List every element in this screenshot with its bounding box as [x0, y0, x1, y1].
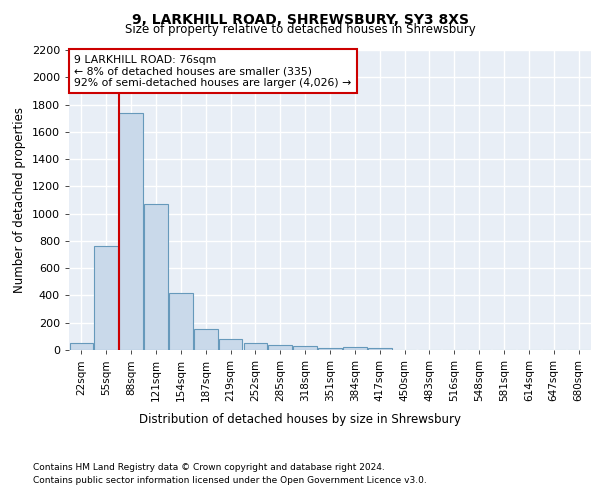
Bar	[368, 348, 392, 350]
Text: Contains public sector information licensed under the Open Government Licence v3: Contains public sector information licen…	[33, 476, 427, 485]
Bar	[94, 246, 118, 350]
Text: 9, LARKHILL ROAD, SHREWSBURY, SY3 8XS: 9, LARKHILL ROAD, SHREWSBURY, SY3 8XS	[131, 12, 469, 26]
Bar	[169, 292, 193, 350]
Bar	[318, 348, 342, 350]
Bar	[119, 112, 143, 350]
Bar	[244, 344, 267, 350]
Bar	[268, 344, 292, 350]
Text: 9 LARKHILL ROAD: 76sqm
← 8% of detached houses are smaller (335)
92% of semi-det: 9 LARKHILL ROAD: 76sqm ← 8% of detached …	[74, 54, 352, 88]
Text: Contains HM Land Registry data © Crown copyright and database right 2024.: Contains HM Land Registry data © Crown c…	[33, 464, 385, 472]
Text: Size of property relative to detached houses in Shrewsbury: Size of property relative to detached ho…	[125, 22, 475, 36]
Text: Distribution of detached houses by size in Shrewsbury: Distribution of detached houses by size …	[139, 412, 461, 426]
Bar	[219, 339, 242, 350]
Y-axis label: Number of detached properties: Number of detached properties	[13, 107, 26, 293]
Bar	[144, 204, 168, 350]
Bar	[194, 329, 218, 350]
Bar	[70, 342, 93, 350]
Bar	[293, 346, 317, 350]
Bar	[343, 348, 367, 350]
